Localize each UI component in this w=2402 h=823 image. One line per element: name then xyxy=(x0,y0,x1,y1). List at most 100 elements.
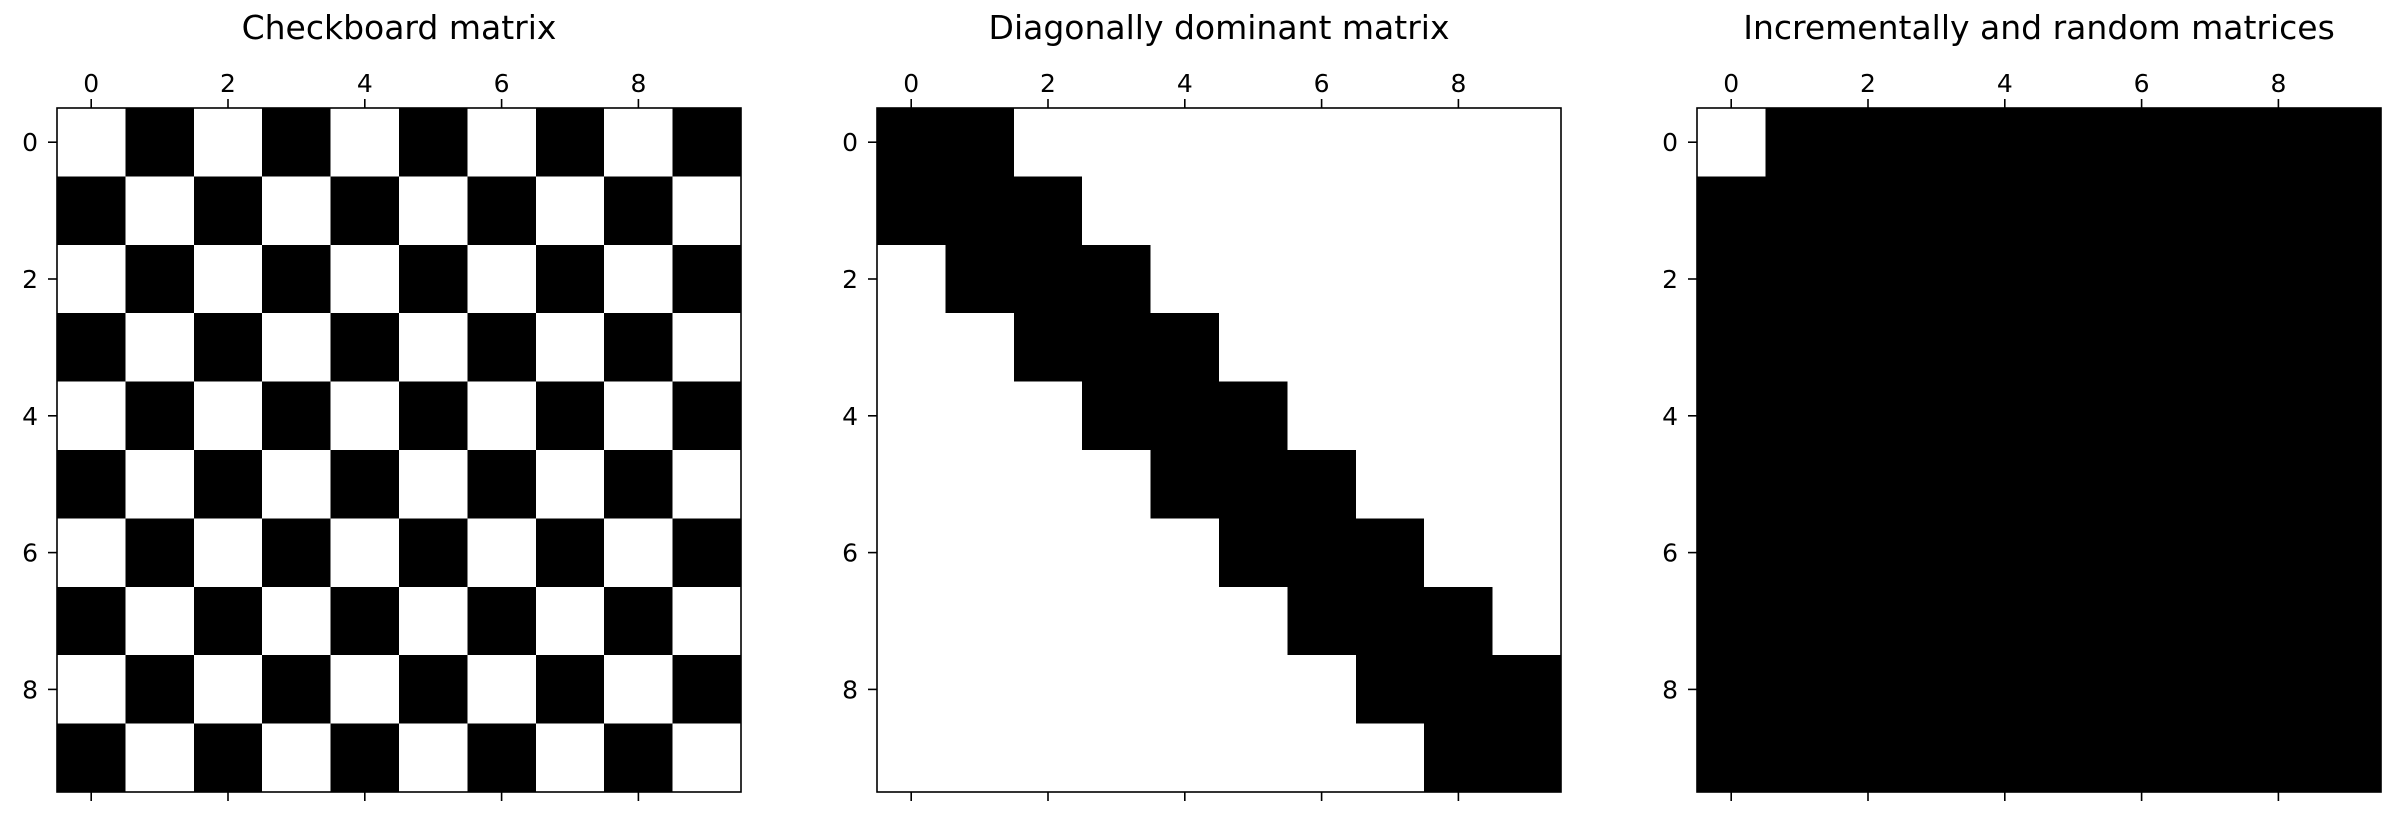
heatmap-cell xyxy=(1150,313,1220,383)
heatmap-cell xyxy=(1424,518,1494,588)
heatmap-cell xyxy=(2244,176,2314,246)
heatmap-cell xyxy=(1492,518,1562,588)
heatmap-cell xyxy=(1765,108,1835,177)
x-tick-label: 8 xyxy=(1450,69,1466,98)
heatmap-cell xyxy=(2107,655,2177,725)
heatmap-cell xyxy=(1219,108,1288,177)
heatmap-cell xyxy=(1082,723,1152,793)
heatmap-cell xyxy=(399,108,468,177)
heatmap-cell xyxy=(2312,108,2382,177)
heatmap-cell xyxy=(1765,176,1835,246)
heatmap-cell xyxy=(604,381,674,451)
heatmap-cell xyxy=(2312,313,2382,383)
heatmap-cell xyxy=(1833,723,1903,793)
heatmap-cell xyxy=(1902,313,1972,383)
heatmap-cell xyxy=(2175,176,2245,246)
heatmap-cell xyxy=(1765,723,1835,793)
y-tick-label: 6 xyxy=(842,539,858,568)
heatmap-cell xyxy=(877,518,946,588)
heatmap-cell xyxy=(125,244,195,314)
heatmap-cell xyxy=(535,176,605,246)
heatmap-cell xyxy=(1082,108,1152,177)
heatmap-cell xyxy=(672,176,742,246)
heatmap-cell xyxy=(1287,108,1357,177)
heatmap-cell xyxy=(193,176,263,246)
heatmap-cell xyxy=(399,176,468,246)
y-tick-label: 0 xyxy=(1662,128,1678,157)
heatmap-cell xyxy=(1902,450,1972,519)
heatmap-cell xyxy=(125,381,195,451)
heatmap-cell xyxy=(1150,723,1220,793)
heatmap-cell xyxy=(1833,655,1903,725)
heatmap-cell xyxy=(2039,176,2108,246)
heatmap-cell xyxy=(672,518,742,588)
heatmap-cell xyxy=(1765,450,1835,519)
heatmap-cell xyxy=(1492,176,1562,246)
heatmap-cell xyxy=(1150,655,1220,725)
heatmap-cell xyxy=(1424,655,1494,725)
heatmap-cell xyxy=(1355,244,1425,314)
heatmap-cell xyxy=(1833,176,1903,246)
heatmap-cell xyxy=(1219,723,1288,793)
heatmap-cell xyxy=(1355,655,1425,725)
heatmap-cell xyxy=(399,244,468,314)
heatmap-cell xyxy=(877,450,946,519)
heatmap-cell xyxy=(2175,655,2245,725)
y-tick-label: 0 xyxy=(842,128,858,157)
heatmap-cell xyxy=(1697,108,1766,177)
heatmap-cell xyxy=(1970,586,2040,656)
heatmap-cell xyxy=(877,723,946,793)
heatmap-cell xyxy=(399,586,468,656)
heatmap-cell xyxy=(399,655,468,725)
heatmap-cell xyxy=(1287,176,1357,246)
axes-frame xyxy=(876,107,1562,793)
heatmap-cell xyxy=(2039,108,2108,177)
heatmap-cells xyxy=(1697,108,2382,793)
heatmap-cell xyxy=(2107,176,2177,246)
heatmap-cell xyxy=(330,244,400,314)
heatmap-cell xyxy=(1287,655,1357,725)
heatmap-cell xyxy=(2039,450,2108,519)
heatmap-cell xyxy=(877,176,946,246)
heatmap-cell xyxy=(1970,313,2040,383)
heatmap-cell xyxy=(1424,381,1494,451)
heatmap-cell xyxy=(1833,586,1903,656)
heatmap-cell xyxy=(193,450,263,519)
heatmap-cell xyxy=(467,586,537,656)
heatmap-cell xyxy=(1219,381,1288,451)
heatmap-cell xyxy=(2039,518,2108,588)
heatmap-cell xyxy=(1082,381,1152,451)
heatmap-cell xyxy=(945,586,1015,656)
heatmap-cell xyxy=(2107,723,2177,793)
heatmap-cell xyxy=(2244,450,2314,519)
heatmap-cell xyxy=(1697,723,1766,793)
heatmap-cell xyxy=(262,518,332,588)
heatmap-cell xyxy=(262,381,332,451)
heatmap-cell xyxy=(672,450,742,519)
heatmap-cell xyxy=(2312,655,2382,725)
heatmap-cell xyxy=(877,586,946,656)
heatmap-cell xyxy=(262,450,332,519)
heatmap-cell xyxy=(604,244,674,314)
heatmap-cell xyxy=(2039,313,2108,383)
x-tick-label: 4 xyxy=(1997,69,2013,98)
heatmap-cell xyxy=(877,381,946,451)
heatmap-cell xyxy=(535,381,605,451)
heatmap-cell xyxy=(2244,723,2314,793)
heatmap-cell xyxy=(1355,723,1425,793)
heatmap-cell xyxy=(2244,518,2314,588)
heatmap-cell xyxy=(2312,381,2382,451)
heatmap-cell xyxy=(1970,723,2040,793)
heatmap-cell xyxy=(1902,518,1972,588)
heatmap-cell xyxy=(330,176,400,246)
heatmap-cell xyxy=(672,381,742,451)
x-tick-label: 0 xyxy=(903,69,919,98)
chart-title: Diagonally dominant matrix xyxy=(989,8,1450,47)
heatmap-cell xyxy=(262,586,332,656)
heatmap-cell xyxy=(1970,518,2040,588)
y-tick-label: 8 xyxy=(842,675,858,704)
chart-title: Incrementally and random matrices xyxy=(1743,8,2335,47)
heatmap-cell xyxy=(877,313,946,383)
heatmap-cell xyxy=(125,723,195,793)
heatmap-cell xyxy=(1355,381,1425,451)
